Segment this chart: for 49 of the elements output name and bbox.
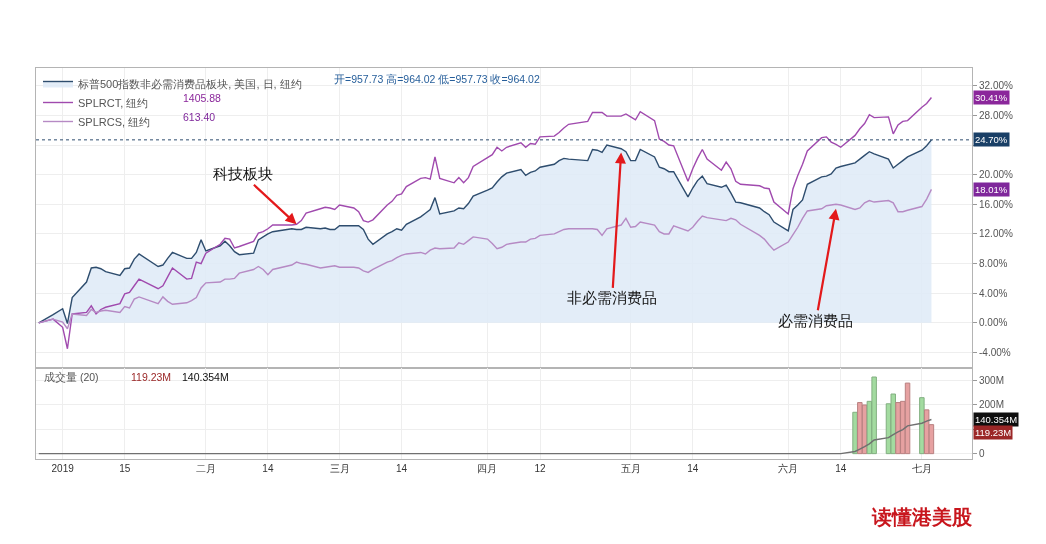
- x-tick-label: 二月: [195, 463, 216, 474]
- bar: [890, 393, 896, 455]
- bar: [904, 382, 911, 455]
- x-tick-label: 14: [835, 463, 847, 474]
- y-tick-label: 12.00%: [979, 228, 1014, 240]
- annotation: 119.23M: [131, 371, 172, 383]
- x-tick-label: 2019: [51, 463, 75, 474]
- legend-label: 标普500指数非必需消费品板块, 美国, 日, 纽约: [77, 77, 302, 90]
- line-series: [38, 418, 933, 455]
- chart-title: 成交量 (20): [44, 371, 99, 383]
- y-tick-label: 4.00%: [979, 287, 1008, 299]
- x-tick-label: 14: [396, 463, 408, 474]
- annotation: 开=957.73 高=964.02 低=957.73 收=964.02: [334, 73, 540, 85]
- x-tick-label: 15: [119, 463, 131, 474]
- y-tick-label: 0: [979, 448, 985, 460]
- annotation: 613.40: [183, 111, 216, 123]
- y-tick-label: 200M: [979, 399, 1005, 411]
- y-tick-label: 0.00%: [979, 317, 1008, 329]
- bar: [919, 397, 925, 455]
- x-tick-label: 六月: [778, 463, 799, 474]
- annotation: 科技板块: [213, 165, 273, 183]
- x-tick-label: 12: [534, 463, 546, 474]
- bar: [923, 409, 930, 455]
- y-tick-label: 32.00%: [979, 80, 1014, 92]
- text: 读懂港美股: [871, 505, 973, 529]
- legend-label: SPLRCS, 纽约: [78, 115, 151, 128]
- x-tick-label: 五月: [620, 463, 641, 474]
- text: 18.01%: [975, 184, 1008, 195]
- x-tick-label: 三月: [329, 463, 350, 474]
- line-series: [38, 188, 933, 330]
- y-tick-label: 8.00%: [979, 258, 1008, 270]
- y-tick-label: 300M: [979, 375, 1005, 387]
- annotation: 140.354M: [182, 371, 229, 383]
- text: 140.354M: [975, 414, 1018, 425]
- y-tick-label: 20.00%: [979, 169, 1014, 181]
- annotation: 必需消费品: [778, 312, 853, 330]
- x-tick-label: 七月: [911, 463, 932, 474]
- ref-line-label: 24.70%: [975, 134, 1008, 145]
- x-tick-label: 四月: [477, 463, 498, 474]
- y-tick-label: 28.00%: [979, 109, 1014, 121]
- annotation: 1405.88: [183, 92, 222, 104]
- annotation: 非必需消费品: [567, 289, 657, 307]
- text: 30.41%: [975, 92, 1008, 103]
- x-tick-label: 14: [687, 463, 699, 474]
- x-tick-label: 14: [262, 463, 274, 474]
- text: 119.23M: [975, 427, 1012, 438]
- y-tick-label: 16.00%: [979, 198, 1014, 210]
- legend-label: SPLRCT, 纽约: [78, 96, 149, 109]
- y-tick-label: -4.00%: [979, 346, 1011, 358]
